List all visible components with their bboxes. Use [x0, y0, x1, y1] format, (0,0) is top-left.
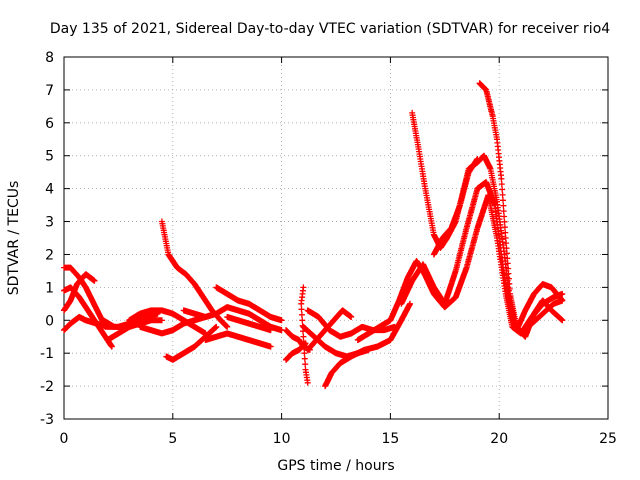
y-tick-label: 1: [45, 280, 54, 296]
series-s17: [298, 284, 311, 386]
y-tick-label: 4: [45, 182, 54, 198]
y-tick-label: -2: [40, 379, 54, 395]
series-markers: [158, 218, 231, 330]
series-s1: [61, 264, 109, 330]
series-markers: [322, 300, 413, 390]
x-tick-label: 10: [273, 431, 291, 447]
series-markers: [298, 284, 311, 386]
series-markers: [61, 271, 98, 314]
series-s12: [213, 284, 285, 324]
x-tick-label: 0: [60, 431, 69, 447]
series-markers: [430, 156, 481, 258]
series-s4: [61, 271, 98, 314]
x-tick-label: 25: [599, 431, 617, 447]
series-markers: [213, 284, 285, 324]
series-s10: [163, 323, 220, 363]
data-series: [61, 80, 566, 390]
series-s21: [322, 300, 413, 390]
series-markers: [224, 314, 274, 334]
series-markers: [202, 330, 274, 350]
y-axis-label: SDTVAR / TECUs: [6, 181, 22, 296]
series-s13: [202, 330, 274, 350]
series-markers: [104, 317, 165, 343]
axis-ticks: 0 5 10 15 20 25 -3 -2 -1 0 1 2 3 4 5 6 7 8: [40, 50, 617, 447]
x-tick-label: 20: [490, 431, 508, 447]
series-s9: [158, 218, 231, 330]
series-markers: [163, 323, 220, 363]
x-tick-label: 5: [168, 431, 177, 447]
series-s26: [476, 80, 566, 340]
series-s14: [224, 314, 274, 334]
series-markers: [304, 307, 355, 353]
y-tick-label: 3: [45, 215, 54, 231]
plot-frame: [63, 56, 609, 420]
y-tick-label: 6: [45, 116, 54, 132]
y-tick-label: 5: [45, 149, 54, 165]
y-tick-label: -3: [40, 412, 54, 428]
series-markers: [61, 264, 109, 330]
series-markers: [180, 304, 285, 334]
chart-title: Day 135 of 2021, Sidereal Day-to-day VTE…: [50, 21, 610, 37]
series-s6: [104, 317, 165, 343]
series-s11: [180, 304, 285, 334]
series-s25: [430, 156, 481, 258]
y-tick-label: 2: [45, 247, 54, 263]
y-tick-label: 7: [45, 83, 54, 99]
series-s20: [304, 307, 355, 353]
y-tick-label: 0: [45, 313, 54, 329]
y-tick-label: 8: [45, 50, 54, 66]
x-axis-label: GPS time / hours: [277, 458, 394, 474]
x-tick-label: 15: [381, 431, 399, 447]
series-markers: [476, 80, 566, 340]
y-tick-label: -1: [40, 346, 54, 362]
